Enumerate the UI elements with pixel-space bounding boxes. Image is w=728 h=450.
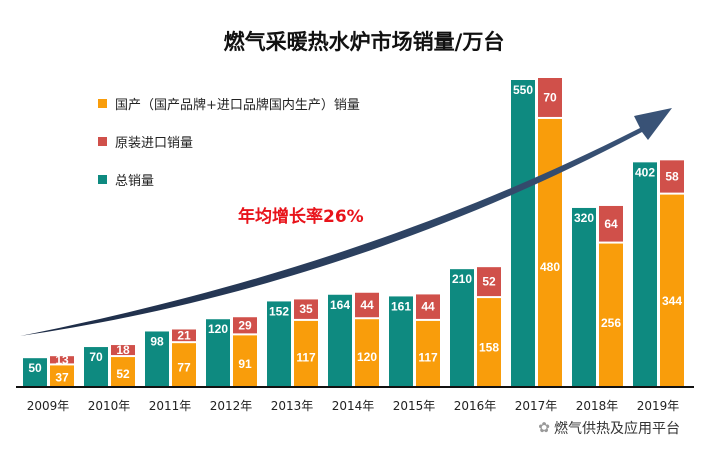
label-domestic: 117: [296, 351, 316, 365]
bar-domestic: [111, 357, 135, 386]
x-tick-label: 2014年: [332, 399, 375, 413]
label-domestic: 120: [357, 350, 377, 364]
label-import: 52: [482, 275, 496, 289]
label-total: 210: [452, 272, 472, 286]
label-total: 50: [28, 361, 42, 375]
x-tick-label: 2012年: [210, 399, 253, 413]
growth-annotation: 年均增长率26%: [238, 207, 364, 227]
bar-domestic: [172, 343, 196, 386]
wechat-icon: ✿: [538, 420, 550, 436]
bar-import: [50, 356, 74, 364]
x-tick-label: 2017年: [515, 399, 558, 413]
label-total: 120: [208, 322, 228, 336]
label-domestic: 158: [479, 340, 499, 354]
legend-item-import: 原装进口销量: [98, 132, 193, 151]
label-domestic: 480: [540, 260, 560, 274]
bar-import: [355, 292, 379, 318]
bar-total: [572, 207, 596, 386]
bar-domestic: [538, 118, 562, 386]
label-total: 70: [89, 350, 103, 364]
bar-total: [23, 358, 47, 386]
label-domestic: 91: [238, 357, 252, 371]
bar-import: [599, 205, 623, 242]
label-import: 64: [604, 217, 618, 231]
bar-domestic: [294, 320, 318, 386]
label-import: 44: [421, 300, 435, 314]
label-total: 152: [269, 304, 289, 318]
label-total: 161: [391, 299, 411, 313]
bar-total: [84, 347, 108, 386]
x-tick-label: 2010年: [88, 399, 131, 413]
x-tick-label: 2016年: [454, 399, 497, 413]
x-tick-label: 2009年: [27, 399, 70, 413]
label-import: 70: [543, 90, 557, 104]
label-domestic: 52: [116, 367, 130, 381]
bar-domestic: [416, 320, 440, 386]
legend-label: 原装进口销量: [115, 136, 194, 151]
x-tick-label: 2018年: [576, 399, 619, 413]
legend-swatch: [98, 99, 107, 108]
label-import: 21: [177, 328, 191, 342]
bar-import: [477, 267, 501, 297]
bar-domestic: [660, 194, 684, 386]
label-domestic: 37: [55, 371, 69, 385]
bar-import: [538, 78, 562, 117]
x-tick-label: 2019年: [637, 399, 680, 413]
label-domestic: 77: [177, 361, 191, 375]
x-tick-label: 2011年: [149, 399, 192, 413]
bar-import: [660, 160, 684, 193]
label-total: 164: [330, 298, 350, 312]
bar-total: [389, 296, 413, 386]
bar-import: [294, 299, 318, 319]
legend-item-total: 总销量: [98, 170, 154, 189]
bar-total: [145, 331, 169, 386]
label-import: 18: [116, 343, 130, 357]
legend-label: 总销量: [115, 174, 155, 189]
legend-swatch: [98, 175, 107, 184]
bar-domestic: [233, 335, 257, 386]
label-domestic: 256: [601, 316, 621, 330]
bar-domestic: [50, 365, 74, 386]
label-import: 58: [665, 169, 679, 183]
bar-import: [416, 294, 440, 319]
bar-import: [233, 317, 257, 334]
label-import: 29: [238, 318, 252, 332]
bar-total: [511, 80, 535, 386]
label-import: 13: [55, 353, 69, 367]
label-total: 320: [574, 211, 594, 225]
bar-import: [172, 329, 196, 342]
x-tick-label: 2015年: [393, 399, 436, 413]
legend-label: 国产（国产品牌+进口品牌国内生产）销量: [115, 98, 360, 113]
bar-domestic: [599, 243, 623, 386]
bar-domestic: [477, 298, 501, 386]
label-import: 35: [299, 302, 313, 316]
label-total: 98: [150, 334, 164, 348]
label-total: 402: [635, 165, 655, 179]
label-domestic: 117: [418, 351, 438, 365]
watermark: ✿ 燃气供热及应用平台: [538, 420, 680, 437]
bar-import: [111, 345, 135, 356]
bar-domestic: [355, 319, 379, 386]
legend-item-domestic: 国产（国产品牌+进口品牌国内生产）销量: [98, 94, 360, 113]
bar-total: [450, 269, 474, 386]
label-total: 550: [513, 83, 533, 97]
bar-total: [206, 319, 230, 386]
x-tick-label: 2013年: [271, 399, 314, 413]
bar-total: [267, 301, 291, 386]
label-domestic: 344: [662, 294, 682, 308]
legend-swatch: [98, 137, 107, 146]
bar-total: [633, 162, 657, 386]
bar-total: [328, 294, 352, 386]
label-import: 44: [360, 298, 374, 312]
chart-title: 燃气采暖热水炉市场销量/万台: [223, 29, 505, 54]
